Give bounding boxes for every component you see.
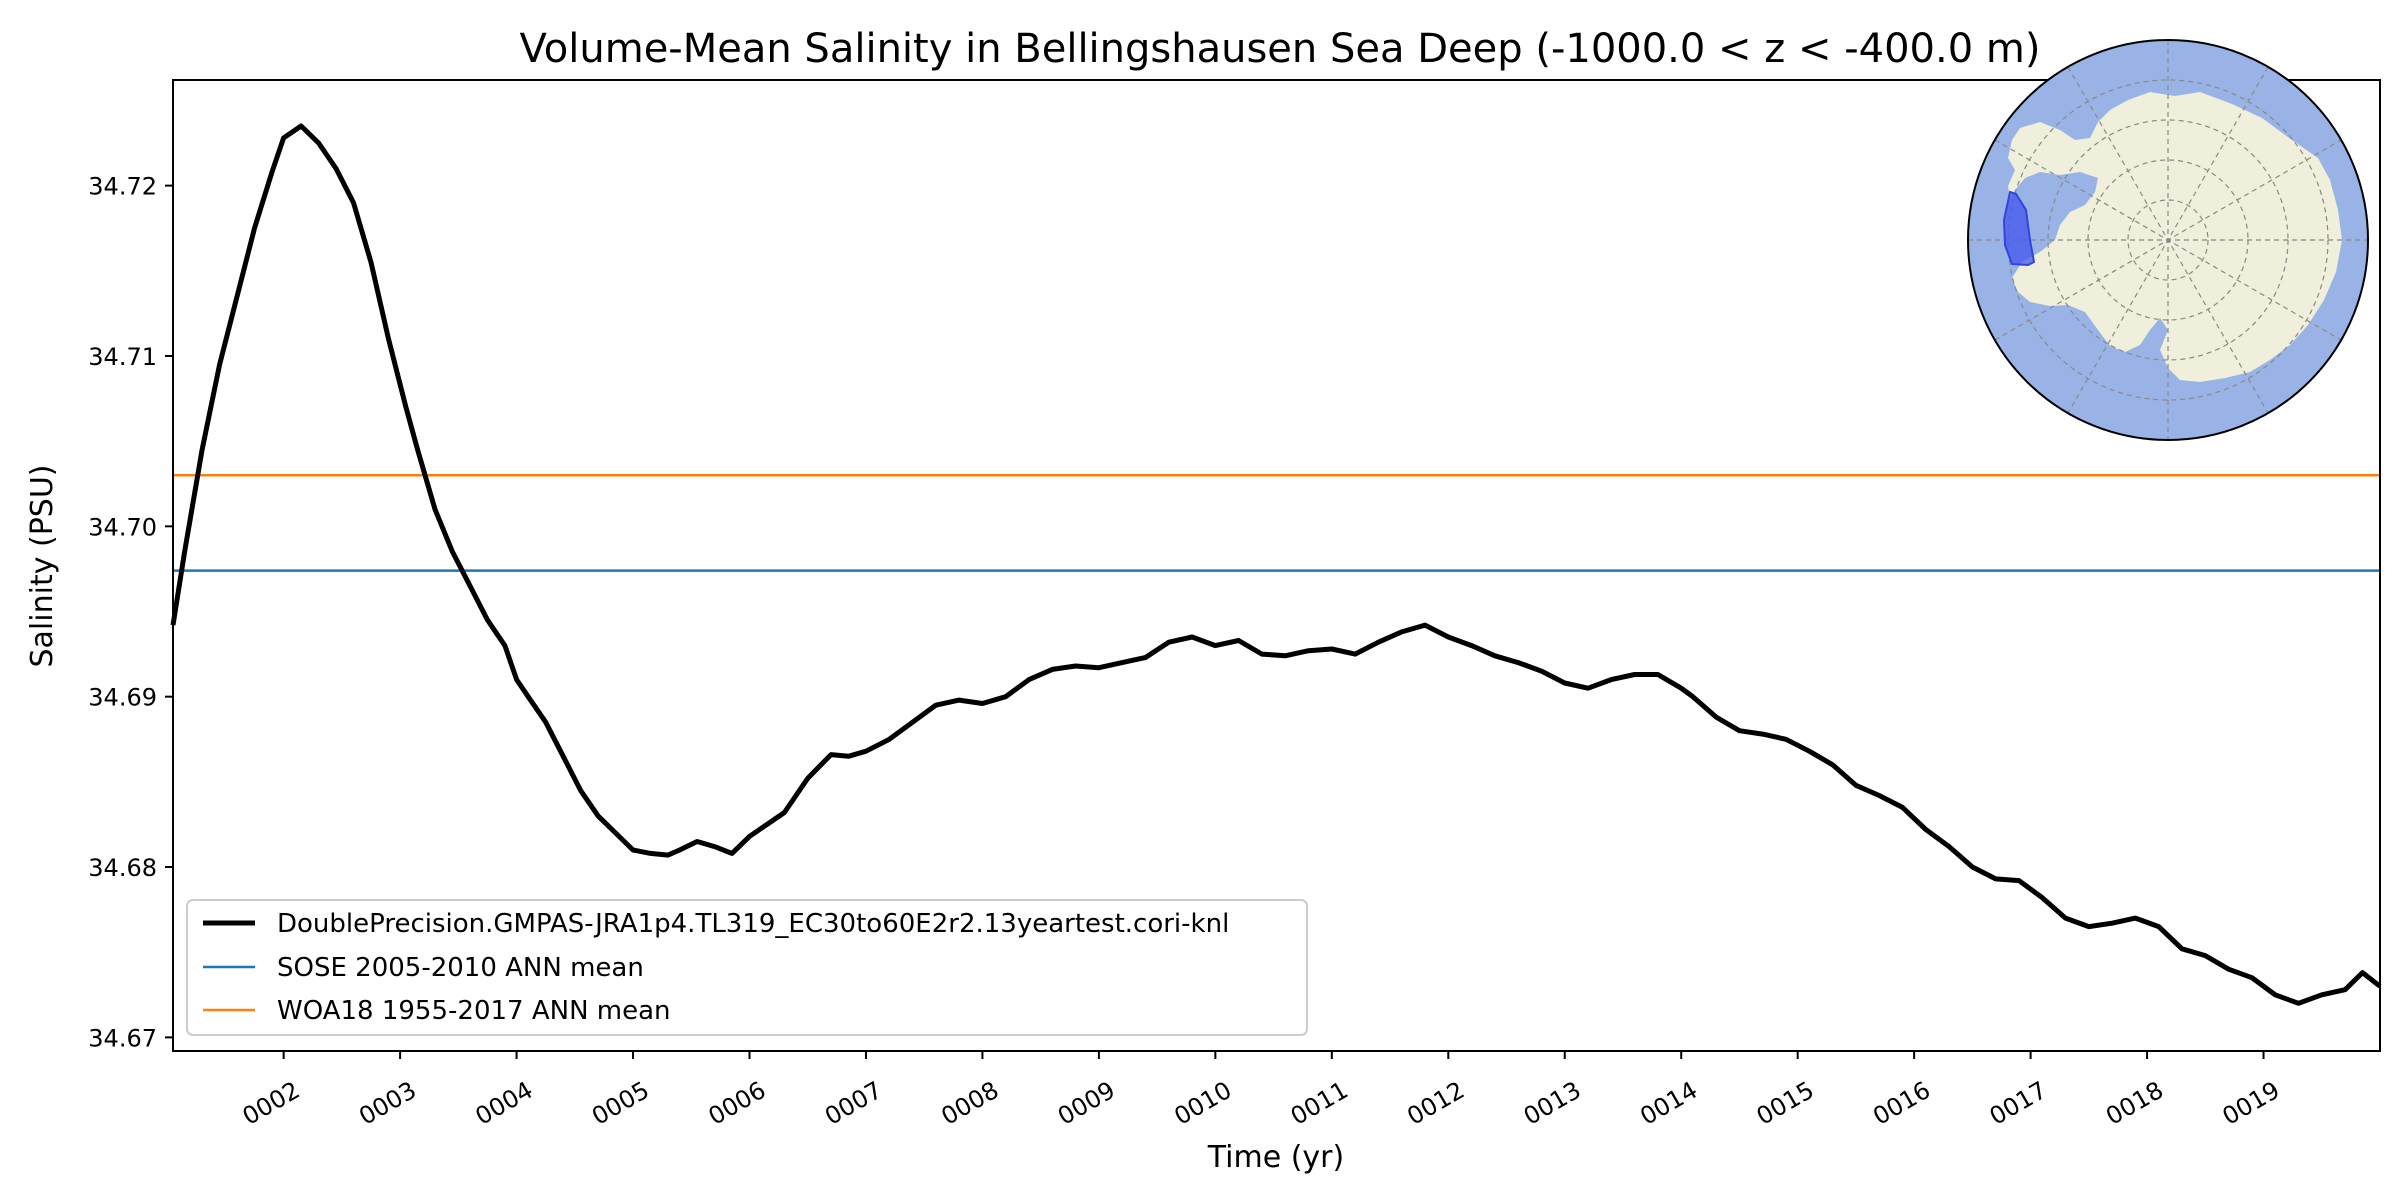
legend: DoublePrecision.GMPAS-JRA1p4.TL319_EC30t… (186, 899, 1308, 1036)
map-highlighted-region (2002, 190, 2036, 267)
y-axis: 34.67 34.68 34.69 34.70 34.71 34.72 (88, 173, 173, 1052)
map-graticule (1968, 40, 2368, 440)
x-axis-label: Time (yr) (1207, 1140, 1344, 1175)
legend-label-model: DoublePrecision.GMPAS-JRA1p4.TL319_EC30t… (277, 909, 1229, 939)
y-tick-label: 34.67 (88, 1024, 157, 1052)
inset-map (1967, 39, 2369, 441)
legend-label-woa: WOA18 1955-2017 ANN mean (277, 996, 671, 1026)
y-tick-label: 34.71 (88, 343, 157, 371)
y-axis-label: Salinity (PSU) (25, 465, 60, 668)
x-tick-label: 0004 (471, 1076, 538, 1131)
y-tick-label: 34.72 (88, 173, 157, 201)
chart-title: Volume-Mean Salinity in Bellingshausen S… (520, 26, 2041, 72)
x-tick-label: 0003 (354, 1076, 421, 1131)
plot-frame (172, 79, 2381, 1052)
y-tick-label: 34.69 (88, 684, 157, 712)
x-tick-label: 0012 (1402, 1076, 1469, 1131)
x-axis: 0002 0003 0004 0005 0006 0007 0008 0009 0010 0011… (238, 1051, 2285, 1131)
x-tick-label: 0005 (587, 1076, 654, 1131)
x-tick-label: 0007 (820, 1076, 887, 1131)
x-tick-label: 0016 (1868, 1076, 1935, 1131)
x-tick-label: 0014 (1635, 1076, 1702, 1131)
antarctica-landmass (2008, 92, 2342, 382)
x-tick-label: 0002 (238, 1076, 305, 1131)
x-tick-label: 0017 (1985, 1076, 2052, 1131)
y-tick-label: 34.70 (88, 513, 157, 541)
x-tick-label: 0010 (1169, 1076, 1236, 1131)
legend-box (186, 899, 1308, 1036)
map-border (1967, 39, 2369, 441)
reference-lines (173, 473, 2380, 572)
legend-label-sose: SOSE 2005-2010 ANN mean (277, 953, 644, 983)
x-tick-label: 0018 (2101, 1076, 2168, 1131)
x-tick-label: 0011 (1286, 1076, 1353, 1131)
series-line-model (170, 123, 2382, 1006)
data-series (170, 123, 2382, 1006)
y-tick-label: 34.68 (88, 854, 157, 882)
x-tick-label: 0019 (2218, 1076, 2285, 1131)
x-tick-label: 0009 (1053, 1076, 1120, 1131)
x-tick-label: 0006 (704, 1076, 771, 1131)
x-tick-label: 0013 (1519, 1076, 1586, 1131)
x-tick-label: 0008 (937, 1076, 1004, 1131)
x-tick-label: 0015 (1752, 1076, 1819, 1131)
